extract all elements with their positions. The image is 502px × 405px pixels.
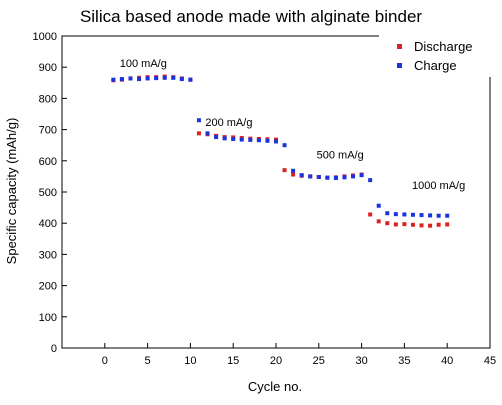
- data-point: [419, 223, 424, 228]
- legend-marker-discharge: [397, 44, 402, 49]
- data-point: [265, 138, 270, 143]
- data-point: [419, 213, 424, 218]
- y-tick-label: 500: [39, 187, 57, 199]
- series-charge: [111, 75, 450, 218]
- legend-label-charge: Charge: [414, 58, 457, 73]
- y-tick-label: 200: [39, 281, 57, 293]
- y-tick-label: 300: [39, 249, 57, 261]
- plot-area: 0 100 200 300 400 500 600 700 800 900 1000 0 5 10 15 2…: [33, 31, 497, 367]
- y-axis: 0 100 200 300 400 500 600 700 800 900 1000: [33, 31, 67, 355]
- data-point: [410, 212, 415, 217]
- data-point: [162, 75, 167, 80]
- data-point: [196, 131, 201, 136]
- rate-annotation: 500 mA/g: [317, 149, 364, 161]
- data-point: [385, 211, 390, 216]
- data-point: [376, 203, 381, 208]
- data-point: [359, 173, 364, 178]
- data-point: [128, 76, 133, 81]
- x-tick-label: 15: [227, 355, 239, 367]
- x-tick-label: 30: [355, 355, 367, 367]
- y-axis-label: Specific capacity (mAh/g): [4, 118, 19, 265]
- data-point: [436, 213, 441, 218]
- x-axis: 0 5 10 15 20 25 30 35 40 45: [102, 343, 496, 367]
- chart-title: Silica based anode made with alginate bi…: [80, 7, 422, 26]
- data-point: [188, 77, 193, 82]
- data-point: [119, 77, 124, 82]
- data-point: [368, 212, 373, 217]
- data-point: [342, 175, 347, 180]
- legend-box: [379, 33, 497, 77]
- data-point: [205, 131, 210, 136]
- data-point: [179, 77, 184, 82]
- x-tick-label: 45: [484, 355, 496, 367]
- x-tick-label: 35: [398, 355, 410, 367]
- y-tick-label: 0: [51, 343, 57, 355]
- data-point: [248, 137, 253, 142]
- data-point: [325, 175, 330, 180]
- rate-annotation: 200 mA/g: [205, 117, 252, 129]
- data-point: [282, 168, 287, 173]
- legend-label-discharge: Discharge: [414, 39, 473, 54]
- data-point: [402, 212, 407, 217]
- data-point: [385, 221, 390, 226]
- data-point: [171, 75, 176, 80]
- series-layer: [111, 74, 450, 228]
- data-point: [214, 135, 219, 140]
- data-point: [393, 212, 398, 217]
- data-point: [154, 76, 159, 81]
- data-point: [351, 174, 356, 179]
- annotations: 100 mA/g 200 mA/g 500 mA/g 1000 mA/g: [120, 58, 465, 192]
- data-point: [428, 223, 433, 228]
- y-tick-label: 800: [39, 93, 57, 105]
- plot-frame: [61, 35, 491, 349]
- x-tick-label: 5: [145, 355, 151, 367]
- data-point: [282, 143, 287, 148]
- data-point: [137, 77, 142, 82]
- x-tick-label: 25: [313, 355, 325, 367]
- y-tick-label: 1000: [33, 31, 57, 43]
- rate-annotation: 1000 mA/g: [412, 180, 465, 192]
- y-tick-label: 600: [39, 156, 57, 168]
- legend-marker-charge: [397, 63, 402, 68]
- data-point: [376, 219, 381, 224]
- data-point: [428, 213, 433, 218]
- data-point: [299, 173, 304, 178]
- data-point: [145, 76, 150, 81]
- data-point: [308, 174, 313, 179]
- data-point: [445, 213, 450, 218]
- data-point: [368, 178, 373, 183]
- data-point: [410, 222, 415, 227]
- data-point: [402, 222, 407, 227]
- data-point: [393, 222, 398, 227]
- data-point: [291, 168, 296, 173]
- data-point: [445, 222, 450, 227]
- y-tick-label: 900: [39, 62, 57, 74]
- data-point: [196, 118, 201, 123]
- legend: Discharge Charge: [379, 33, 497, 77]
- data-point: [436, 222, 441, 227]
- data-point: [256, 138, 261, 143]
- data-point: [111, 77, 116, 82]
- series-discharge: [111, 74, 450, 228]
- x-tick-label: 40: [441, 355, 453, 367]
- data-point: [239, 137, 244, 142]
- x-tick-label: 20: [270, 355, 282, 367]
- data-point: [274, 139, 278, 144]
- data-point: [333, 175, 338, 180]
- y-tick-label: 100: [39, 312, 57, 324]
- data-point: [231, 136, 236, 141]
- data-point: [316, 175, 321, 180]
- x-tick-label: 0: [102, 355, 108, 367]
- y-tick-label: 700: [39, 125, 57, 137]
- y-tick-label: 400: [39, 218, 57, 230]
- data-point: [222, 136, 227, 141]
- x-axis-label: Cycle no.: [248, 379, 302, 394]
- rate-annotation: 100 mA/g: [120, 58, 167, 70]
- data-point: [291, 172, 296, 177]
- x-tick-label: 10: [184, 355, 196, 367]
